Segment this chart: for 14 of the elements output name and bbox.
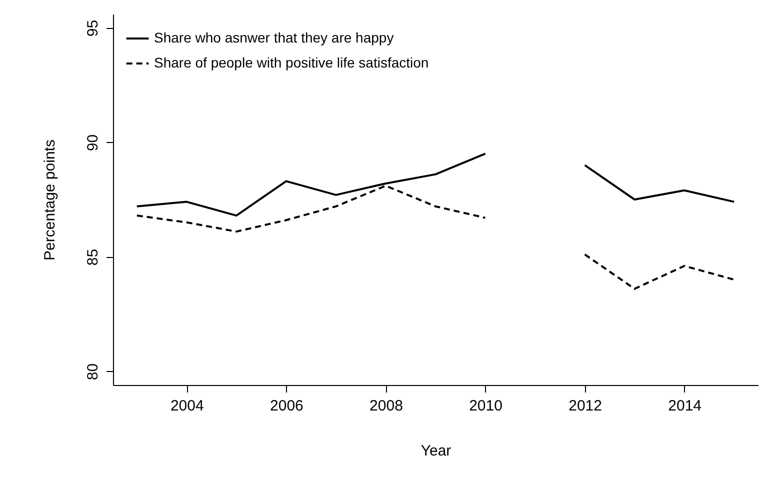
- x-tick-label: 2006: [270, 398, 304, 414]
- x-tick-label: 2008: [370, 398, 403, 414]
- y-tick-label: 90: [84, 134, 102, 152]
- legend-label: Share of people with positive life satisfaction: [154, 54, 429, 70]
- y-tick-label: 80: [84, 363, 102, 380]
- y-tick-label: 85: [84, 248, 102, 266]
- x-tick-label: 2010: [469, 398, 502, 414]
- y-axis-title: Percentage points: [42, 140, 58, 260]
- x-tick-label: 2004: [170, 398, 204, 414]
- x-tick-label: 2012: [568, 398, 602, 414]
- y-tick-label: 95: [84, 20, 102, 37]
- x-axis-title: Year: [420, 442, 452, 460]
- x-tick-label: 2014: [668, 398, 702, 414]
- legend-label: Share who asnwer that they are happy: [154, 30, 394, 46]
